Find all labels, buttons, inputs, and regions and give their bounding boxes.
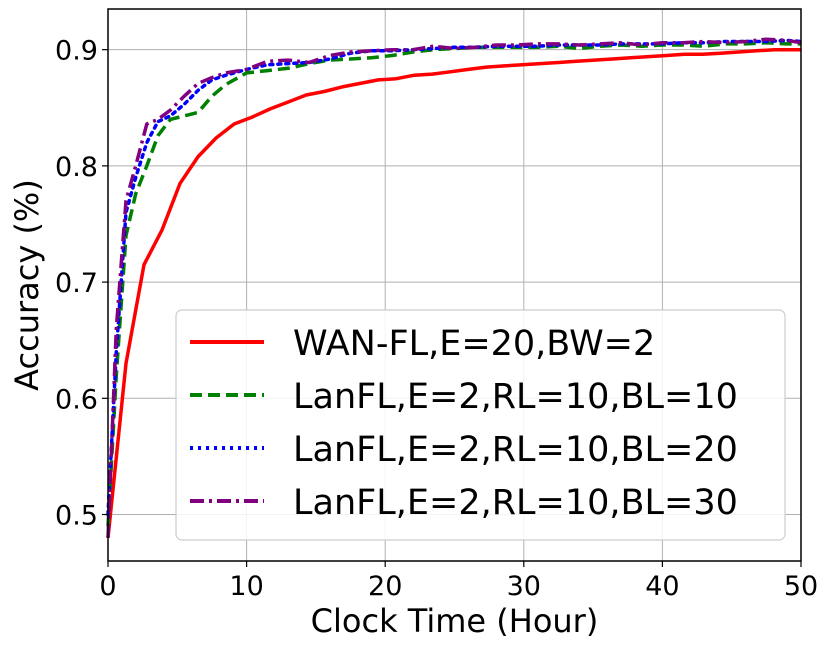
x-tick-label: 0	[99, 571, 116, 602]
legend-entry-label: LanFL,E=2,RL=10,BL=20	[293, 430, 738, 470]
series-line	[106, 40, 801, 527]
legend-entry-label: LanFL,E=2,RL=10,BL=30	[293, 483, 738, 523]
legend-entry-label: LanFL,E=2,RL=10,BL=10	[293, 377, 738, 417]
x-tick-label: 10	[229, 571, 263, 602]
y-tick-label: 0.6	[55, 384, 98, 415]
x-tick-label: 50	[784, 571, 818, 602]
x-tick-label: 20	[368, 571, 402, 602]
legend-box	[175, 309, 786, 541]
y-axis-label: Accuracy (%)	[8, 179, 46, 391]
plot-series	[106, 37, 803, 538]
x-axis-ticks: 0 10 20 30 40 50	[99, 561, 818, 602]
plot-frame	[107, 8, 802, 562]
y-tick-label: 0.7	[55, 268, 98, 299]
series-line	[106, 37, 802, 538]
legend-entry-label: WAN-FL,E=20,BW=2	[293, 324, 655, 364]
y-tick-label: 0.5	[55, 501, 98, 532]
legend: WAN-FL,E=20,BW=2 LanFL,E=2,RL=10,BL=10 Lan…	[175, 309, 786, 541]
x-tick-label: 40	[645, 571, 679, 602]
y-axis-ticks: 0.5 0.6 0.7 0.8 0.9	[55, 36, 108, 532]
series-line	[106, 47, 801, 538]
y-tick-label: 0.8	[55, 152, 98, 183]
x-axis-label: Clock Time (Hour)	[311, 602, 599, 640]
x-tick-label: 30	[507, 571, 541, 602]
y-tick-label: 0.9	[55, 36, 98, 67]
